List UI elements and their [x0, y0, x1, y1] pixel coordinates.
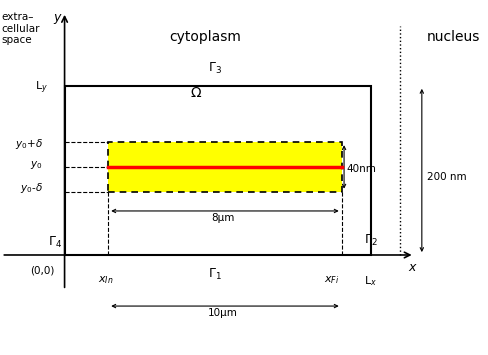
- Text: extra–
cellular
space: extra– cellular space: [1, 12, 40, 45]
- Text: 8μm: 8μm: [210, 213, 234, 223]
- Text: $\Omega$: $\Omega$: [189, 86, 202, 100]
- Text: L$_x$: L$_x$: [364, 274, 377, 288]
- Text: cytoplasm: cytoplasm: [169, 29, 241, 44]
- Bar: [64, 86, 370, 255]
- Text: $\Gamma_1$: $\Gamma_1$: [208, 267, 222, 282]
- Text: 200 nm: 200 nm: [426, 173, 466, 182]
- Text: nucleus: nucleus: [426, 29, 479, 44]
- Text: $y_0$+$\delta$: $y_0$+$\delta$: [15, 137, 42, 151]
- Text: $\Gamma_4$: $\Gamma_4$: [47, 235, 61, 250]
- Text: y: y: [54, 11, 61, 24]
- Bar: [108, 142, 341, 192]
- Text: x: x: [407, 261, 415, 274]
- Text: $\Gamma_2$: $\Gamma_2$: [363, 233, 376, 248]
- Text: IxJ: IxJ: [215, 162, 229, 175]
- Text: $x_{In}$: $x_{In}$: [98, 274, 113, 286]
- Text: (0,0): (0,0): [30, 266, 55, 276]
- Text: $x_{Fi}$: $x_{Fi}$: [324, 274, 339, 286]
- Text: $y_0$-$\delta$: $y_0$-$\delta$: [20, 181, 42, 195]
- Text: 40nm: 40nm: [346, 164, 376, 174]
- Text: 10μm: 10μm: [207, 308, 237, 318]
- Text: $y_0$: $y_0$: [30, 159, 42, 171]
- Text: $\Gamma_3$: $\Gamma_3$: [208, 61, 222, 76]
- Text: L$_y$: L$_y$: [35, 80, 47, 96]
